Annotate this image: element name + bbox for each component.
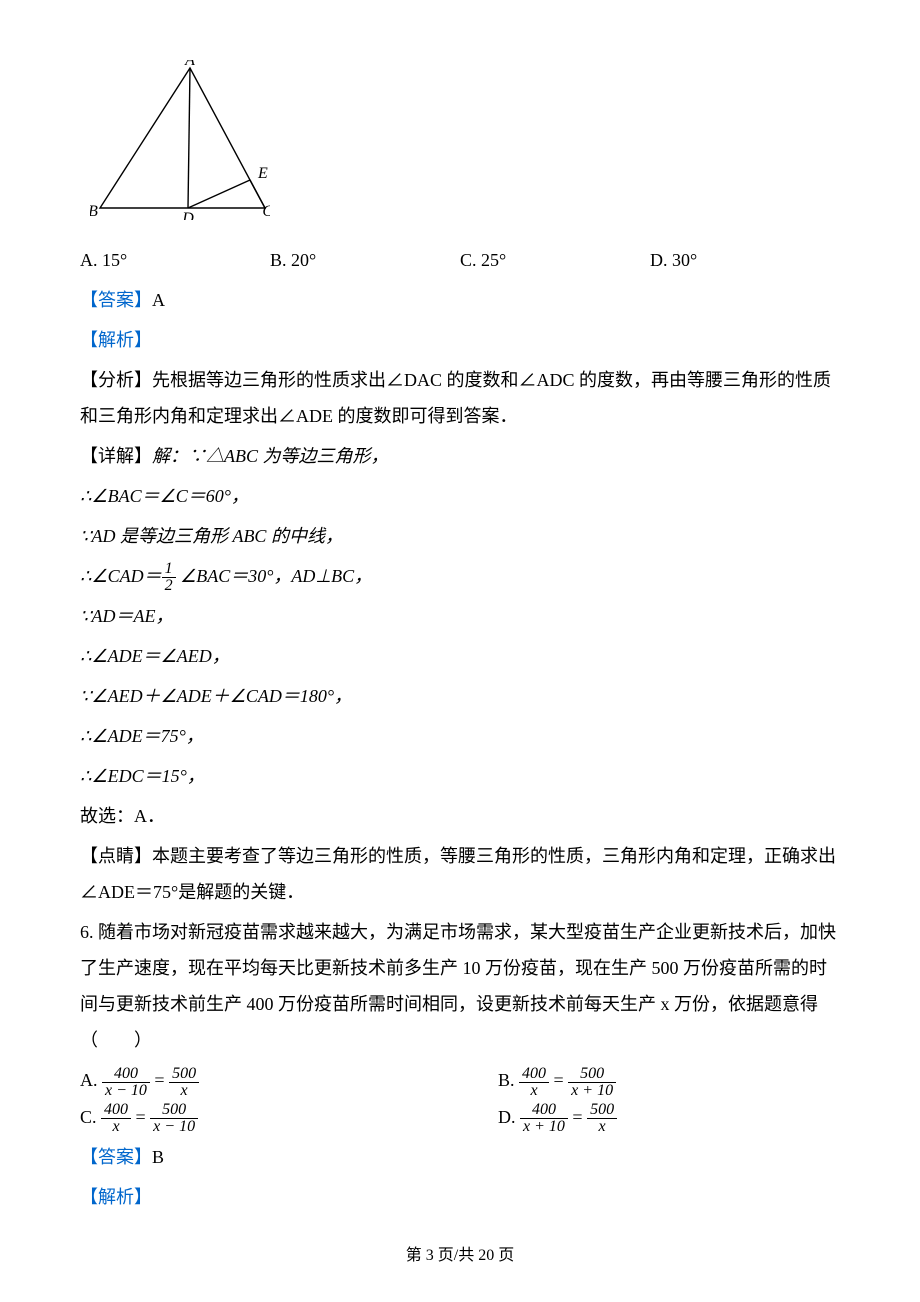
q6-stem: 6. 随着市场对新冠疫苗需求越来越大，为满足市场需求，某大型疫苗生产企业更新技术… [80, 914, 840, 1058]
q5-line4: ∵AD＝AE， [80, 598, 840, 634]
optB-eq: = [549, 1070, 568, 1090]
q5-option-c: C. 25° [460, 242, 650, 278]
dianjing-text: 本题主要考查了等边三角形的性质，等腰三角形的性质，三角形内角和定理，正确求出∠A… [80, 846, 836, 902]
q6-options-row1: A. 400x − 10 = 500x B. 400x = 500x + 10 [80, 1062, 840, 1098]
optD-left-frac: 400x + 10 [520, 1102, 568, 1135]
analysis-label: 【解析】 [80, 330, 152, 350]
q6-option-b: B. 400x = 500x + 10 [498, 1062, 840, 1098]
q5-analysis-label: 【解析】 [80, 322, 840, 358]
svg-text:D: D [181, 210, 194, 220]
q5-line6: ∵∠AED＋∠ADE＋∠CAD＝180°， [80, 678, 840, 714]
answer-value: A [152, 290, 165, 310]
triangle-diagram: A B C D E [90, 60, 840, 232]
svg-text:A: A [184, 60, 195, 69]
q6-analysis: 【解析】 [80, 1179, 840, 1215]
q5-options: A. 15° B. 20° C. 25° D. 30° [80, 242, 840, 278]
q5-option-d: D. 30° [650, 242, 840, 278]
svg-text:B: B [90, 203, 98, 220]
q6-option-a: A. 400x − 10 = 500x [80, 1062, 498, 1098]
detail-label: 【详解】 [80, 446, 152, 466]
optC-right-frac: 500x − 10 [150, 1102, 198, 1135]
fraction-half: 12 [162, 561, 176, 594]
optD-right-frac: 500x [587, 1102, 617, 1135]
q6-option-d: D. 400x + 10 = 500x [498, 1099, 840, 1135]
line3-mid: ∠BAC＝30°，AD⊥BC， [176, 566, 373, 586]
optC-prefix: C. [80, 1107, 101, 1127]
q5-dianjing: 【点睛】本题主要考查了等边三角形的性质，等腰三角形的性质，三角形内角和定理，正确… [80, 838, 840, 910]
detail-head: 解：∵△ABC 为等边三角形， [152, 446, 389, 466]
q5-line8: ∴∠EDC＝15°， [80, 758, 840, 794]
q5-option-b: B. 20° [270, 242, 460, 278]
q5-option-a: A. 15° [80, 242, 270, 278]
page-footer: 第 3 页/共 20 页 [0, 1240, 920, 1272]
q5-line9: 故选：A． [80, 798, 840, 834]
optA-right-frac: 500x [169, 1066, 199, 1099]
optC-left-frac: 400x [101, 1102, 131, 1135]
svg-text:E: E [257, 165, 268, 182]
svg-text:C: C [262, 203, 270, 220]
q6-answer-value: B [152, 1147, 164, 1167]
optC-eq: = [131, 1107, 150, 1127]
q5-fenxi: 【分析】先根据等边三角形的性质求出∠DAC 的度数和∠ADC 的度数，再由等腰三… [80, 362, 840, 434]
fenxi-text: 先根据等边三角形的性质求出∠DAC 的度数和∠ADC 的度数，再由等腰三角形的性… [80, 370, 831, 426]
q6-options-row2: C. 400x = 500x − 10 D. 400x + 10 = 500x [80, 1099, 840, 1135]
q6-option-c: C. 400x = 500x − 10 [80, 1099, 498, 1135]
q5-line5: ∴∠ADE＝∠AED， [80, 638, 840, 674]
q5-line1: ∴∠BAC＝∠C＝60°， [80, 478, 840, 514]
optD-prefix: D. [498, 1107, 520, 1127]
optA-left-frac: 400x − 10 [102, 1066, 150, 1099]
q5-detail-head: 【详解】解：∵△ABC 为等边三角形， [80, 438, 840, 474]
optB-left-frac: 400x [519, 1066, 549, 1099]
optA-eq: = [150, 1070, 169, 1090]
q6-analysis-label: 【解析】 [80, 1187, 152, 1207]
fenxi-label: 【分析】 [80, 370, 152, 390]
optB-prefix: B. [498, 1070, 519, 1090]
q5-line2: ∵AD 是等边三角形 ABC 的中线， [80, 518, 840, 554]
q5-line7: ∴∠ADE＝75°， [80, 718, 840, 754]
optB-right-frac: 500x + 10 [568, 1066, 616, 1099]
answer-label: 【答案】 [80, 290, 152, 310]
q6-answer-label: 【答案】 [80, 1147, 152, 1167]
q5-answer: 【答案】A [80, 282, 840, 318]
dianjing-label: 【点睛】 [80, 846, 152, 866]
optD-eq: = [568, 1107, 587, 1127]
line3-prefix: ∴∠CAD＝ [80, 566, 162, 586]
optA-prefix: A. [80, 1070, 102, 1090]
q5-line3: ∴∠CAD＝12 ∠BAC＝30°，AD⊥BC， [80, 558, 840, 594]
q6-answer: 【答案】B [80, 1139, 840, 1175]
